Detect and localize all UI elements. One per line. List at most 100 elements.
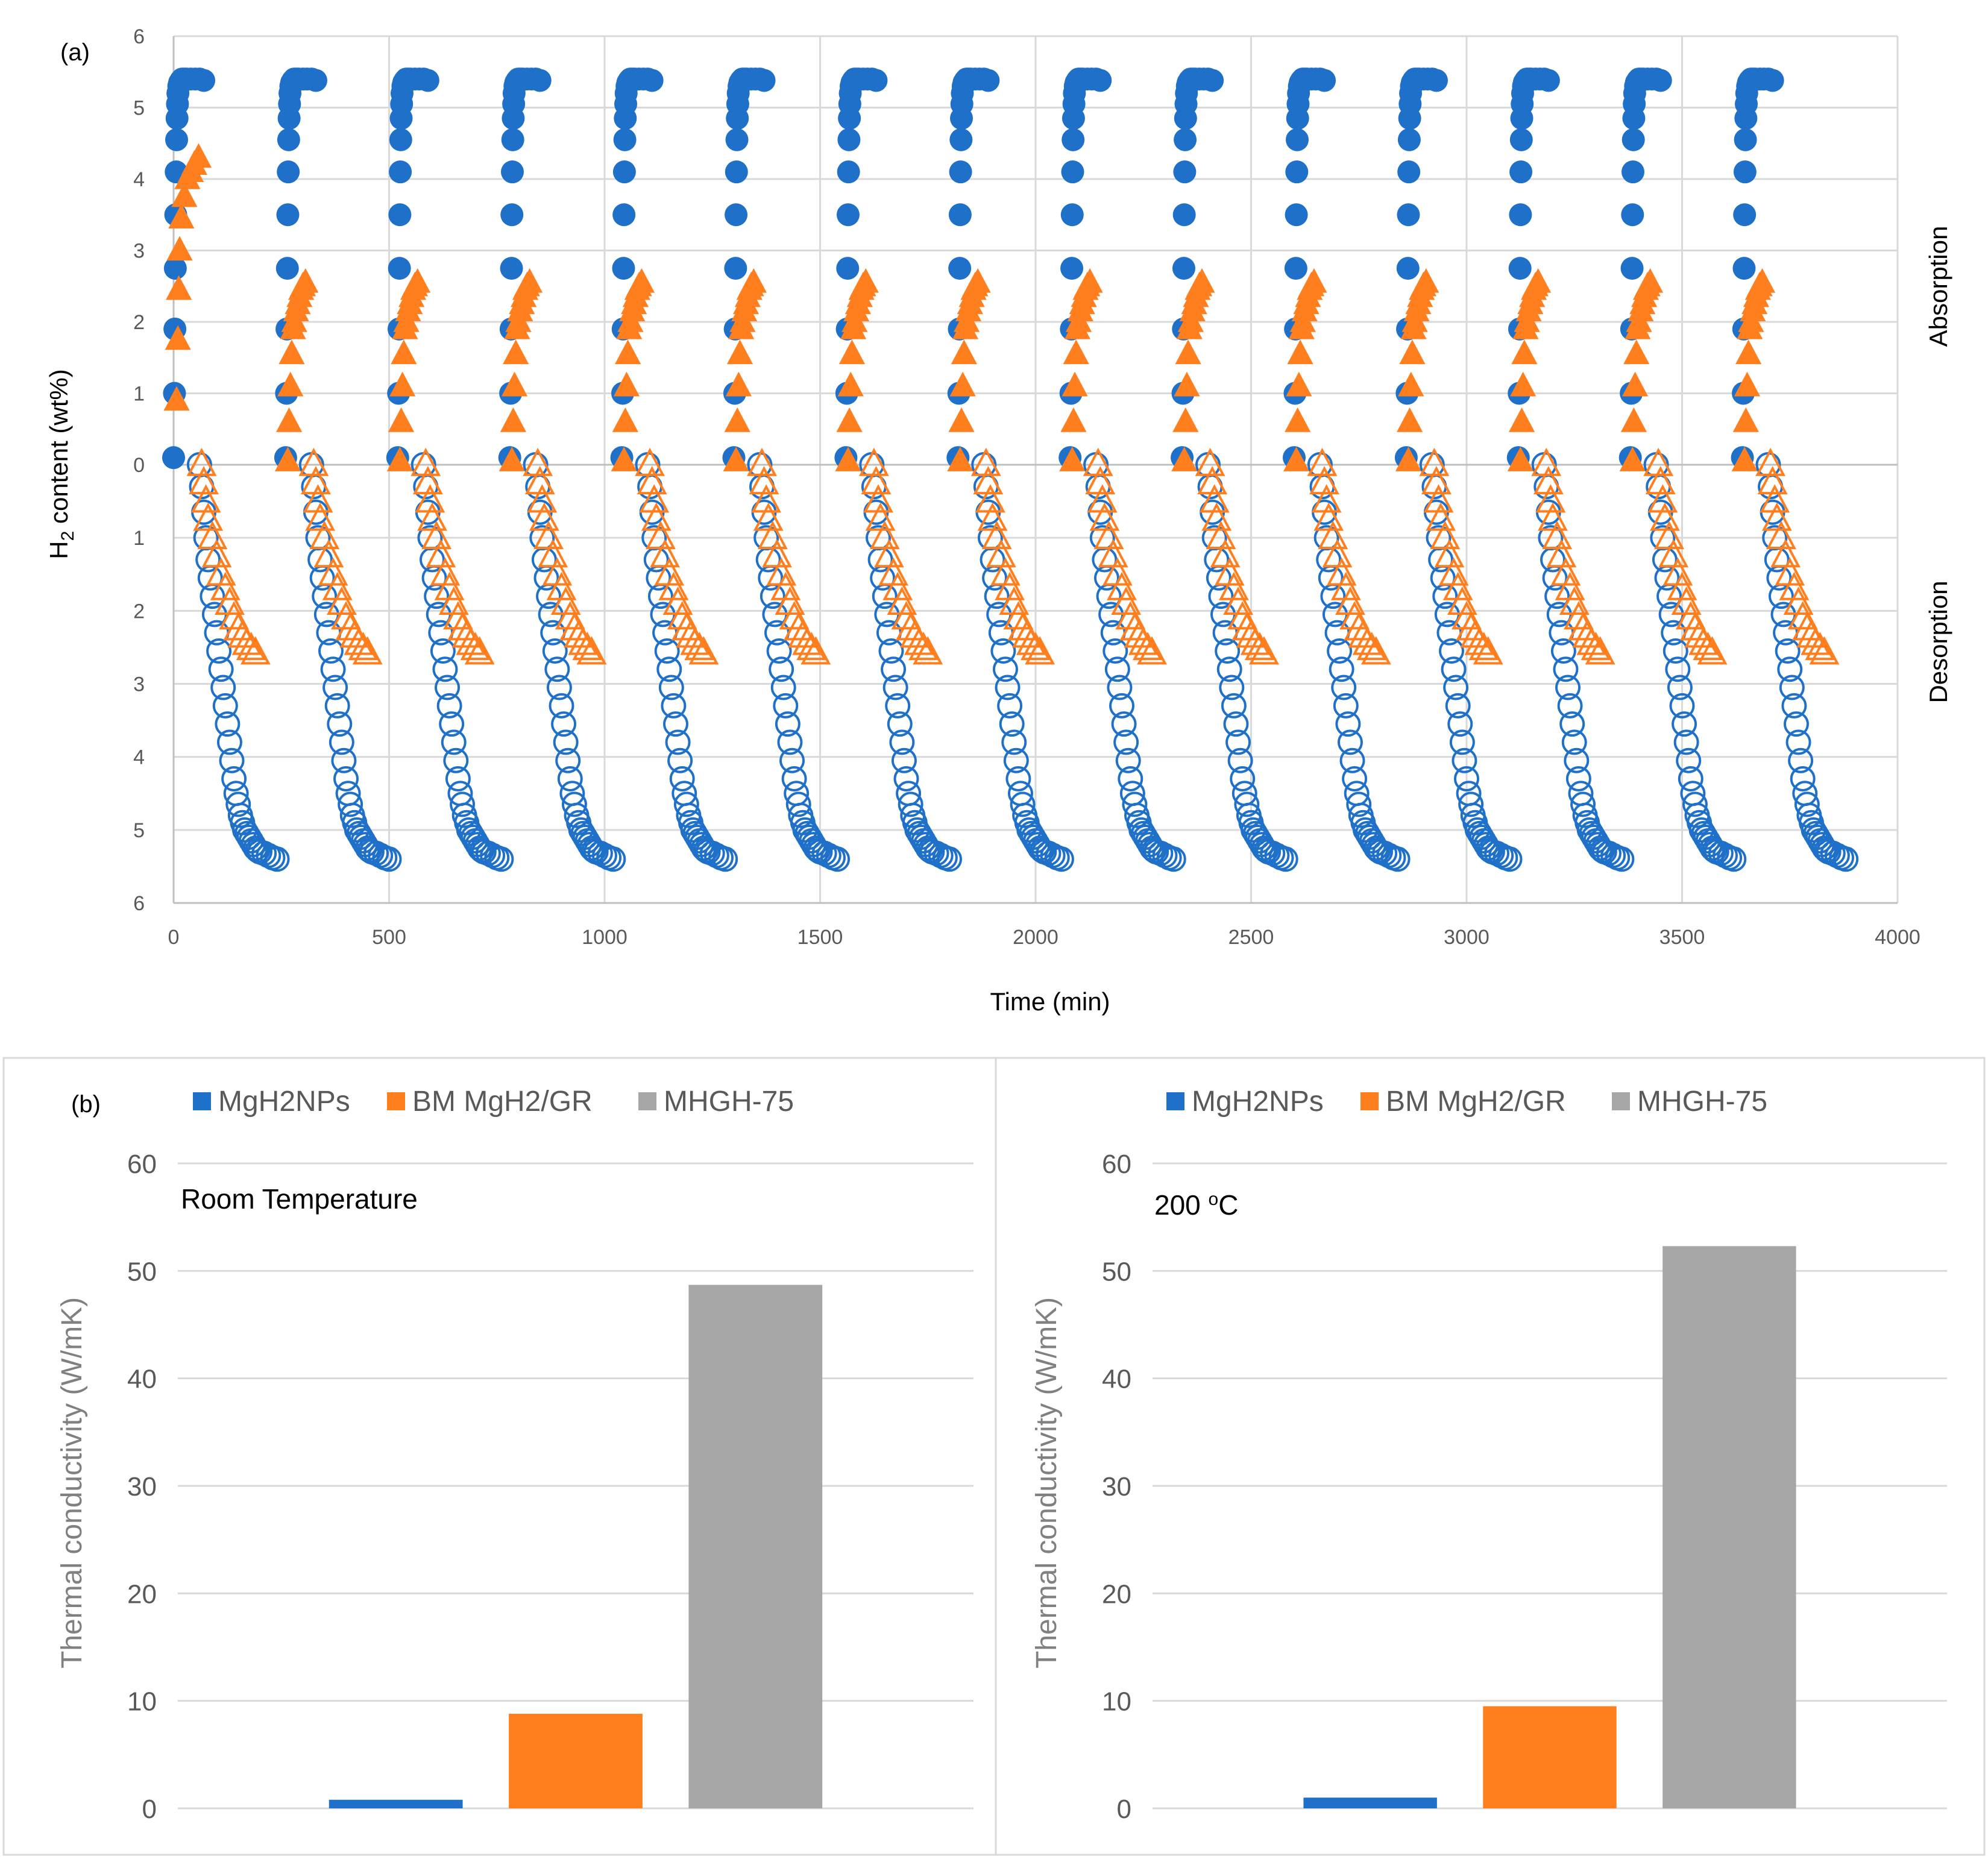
mgh2nps-absorption-point (416, 69, 439, 92)
legend-label: BM MgH2/GR (1386, 1086, 1566, 1118)
b2-title-main: 200 (1154, 1189, 1209, 1221)
panel-a-y-axis-title: H2 content (wt%) (45, 369, 78, 559)
composite-desorption-point (1697, 636, 1728, 665)
mgh2nps-desorption-point (1048, 846, 1074, 872)
mgh2nps-absorption-point (837, 160, 860, 184)
composite-absorption-point (278, 339, 305, 365)
mgh2nps-desorption-point (1115, 747, 1141, 773)
composite-absorption-point (501, 371, 528, 397)
composite-absorption-point (726, 339, 753, 365)
mgh2nps-desorption-point (1230, 766, 1256, 792)
b1-gridlines (178, 1162, 974, 1810)
x-tick-label: 2500 (1228, 926, 1274, 949)
mgh2nps-absorption-point (864, 69, 888, 92)
mgh2nps-absorption-point (949, 160, 972, 184)
mgh2nps-absorption-point (725, 128, 749, 151)
mgh2nps-absorption-point (304, 69, 327, 92)
mgh2nps-desorption-point (1333, 693, 1359, 719)
mgh2nps-desorption-point (430, 638, 456, 664)
mgh2nps-absorption-point (1509, 128, 1533, 151)
mgh2nps-desorption-point (937, 846, 962, 872)
mgh2nps-desorption-point (1111, 711, 1137, 737)
legend-swatch (193, 1092, 211, 1110)
legend-swatch (638, 1092, 656, 1110)
mgh2nps-desorption-point (1609, 846, 1635, 872)
mgh2nps-desorption-point (662, 711, 688, 737)
mgh2nps-desorption-point (264, 846, 290, 872)
mgh2nps-desorption-point (1667, 675, 1693, 700)
composite-desorption-point (1021, 632, 1051, 661)
mgh2nps-absorption-point (1089, 69, 1112, 92)
mgh2nps-desorption-point (781, 766, 807, 792)
mgh2nps-desorption-point (769, 656, 794, 682)
mgh2nps-desorption-point (1662, 638, 1688, 664)
composite-absorption-point (1734, 371, 1761, 397)
mgh2nps-desorption-point (1438, 638, 1464, 664)
y-tick-label: 10 (1102, 1687, 1131, 1717)
absorption-y-tick-label: 1 (133, 383, 145, 406)
mgh2nps-desorption-point (488, 846, 514, 872)
mgh2nps-absorption-point (165, 128, 189, 151)
composite-absorption-point (1189, 268, 1215, 293)
b1-bars (329, 1285, 823, 1808)
x-tick-label: 3000 (1444, 926, 1489, 949)
composite-absorption-point (838, 339, 866, 365)
mgh2nps-desorption-point (333, 766, 359, 792)
mgh2nps-absorption-point (500, 257, 523, 280)
mgh2nps-desorption-point (1678, 766, 1703, 792)
composite-absorption-point (277, 371, 304, 397)
y-tick-label: 60 (127, 1150, 157, 1179)
mgh2nps-desorption-point (208, 656, 234, 682)
composite-absorption-point (1398, 371, 1424, 397)
legend-label: MgH2NPs (1192, 1086, 1324, 1118)
absorption-y-tick-label: 6 (133, 25, 145, 48)
panel-a-label: (a) (60, 39, 90, 66)
composite-desorption-point (1675, 601, 1706, 630)
y-tick-label: 30 (1102, 1472, 1131, 1502)
mgh2nps-desorption-point (766, 638, 792, 664)
mgh2nps-desorption-point (773, 693, 799, 719)
mgh2nps-desorption-point (1561, 729, 1587, 755)
mgh2nps-absorption-point (948, 257, 972, 280)
mgh2nps-desorption-point (212, 693, 238, 719)
y-tick-label: 10 (127, 1687, 157, 1717)
mgh2nps-absorption-point (1172, 257, 1195, 280)
composite-absorption-point (1508, 407, 1535, 432)
bar-bm-mgh2-gr (1483, 1706, 1617, 1808)
composite-absorption-point (1622, 371, 1649, 397)
x-tick-label: 4000 (1875, 926, 1920, 949)
mgh2nps-absorption-point (1285, 160, 1309, 184)
composite-absorption-point (185, 143, 212, 168)
mgh2nps-absorption-point (1397, 203, 1420, 227)
composite-desorption-point (464, 636, 495, 665)
composite-absorption-point (292, 268, 319, 293)
mgh2nps-desorption-point (1272, 846, 1298, 872)
mgh2nps-desorption-point (712, 846, 738, 872)
composite-absorption-point (503, 339, 529, 365)
composite-desorption-point (1137, 636, 1167, 665)
bar-mhgh-75 (688, 1285, 823, 1808)
mgh2nps-absorption-point (162, 446, 185, 470)
mgh2nps-absorption-point (1621, 160, 1644, 184)
composite-absorption-point (386, 447, 413, 471)
mgh2nps-absorption-point (724, 257, 747, 280)
composite-absorption-point (1060, 407, 1087, 432)
composite-absorption-point (1511, 339, 1538, 365)
mgh2nps-desorption-point (1219, 675, 1245, 700)
composite-absorption-point (1619, 447, 1646, 471)
desorption-y-tick-label: 1 (133, 527, 145, 550)
composite-absorption-point (1749, 268, 1776, 293)
mgh2nps-absorption-point (500, 203, 524, 227)
panel-b-right-frame (995, 1057, 1986, 1856)
mgh2nps-desorption-point (216, 729, 242, 755)
composite-absorption-point (389, 371, 416, 397)
panel-a-tick-labels: 0 500 1000 1500 2000 2500 3000 3500 4000 0 1 2 3 4 5 6 1… (133, 25, 1920, 949)
mgh2nps-desorption-point (1785, 729, 1811, 755)
mgh2nps-absorption-point (1060, 257, 1084, 280)
desorption-y-tick-label: 4 (133, 746, 145, 769)
composite-absorption-point (724, 407, 750, 432)
composite-desorption-point (1805, 632, 1835, 661)
composite-absorption-point (1059, 447, 1086, 471)
mgh2nps-absorption-point (1622, 128, 1645, 151)
mgh2nps-absorption-point (275, 257, 299, 280)
